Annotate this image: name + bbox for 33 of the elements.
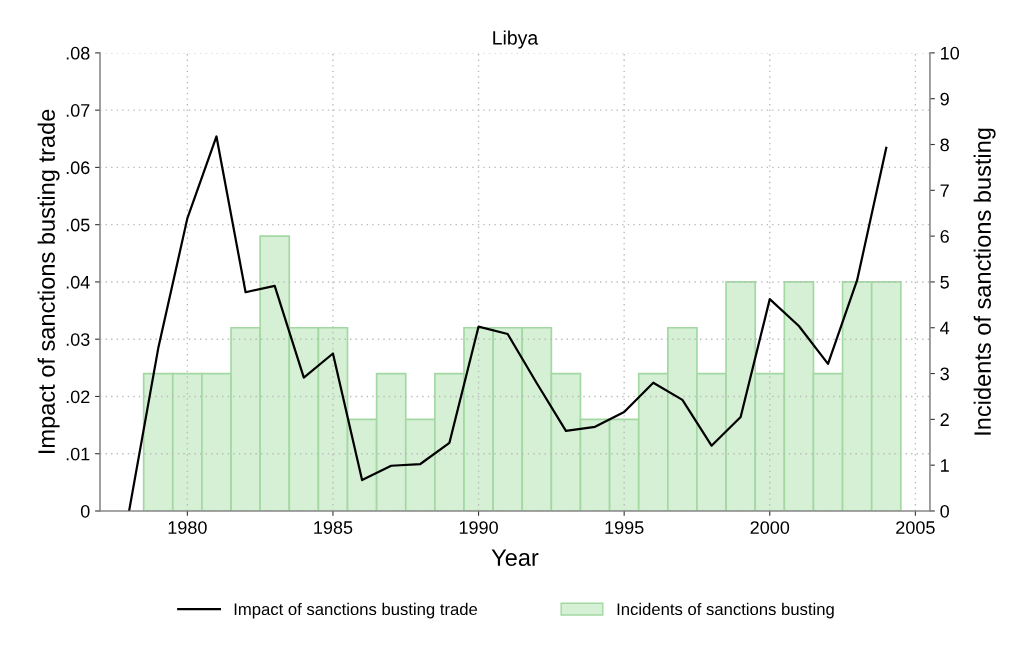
line-series (127, 135, 888, 511)
legend-label: Incidents of sanctions busting (617, 602, 834, 619)
x-tick-label: 1980 (168, 521, 207, 534)
y2-tick-label: 10 (941, 46, 960, 60)
y2-tick-label: 7 (940, 184, 949, 197)
x-tick-label: 1995 (605, 521, 644, 534)
x-tick-label: 1985 (314, 521, 353, 534)
y2-tick-label: 8 (940, 138, 949, 152)
x-tick-label: 2005 (896, 521, 935, 534)
y-tick-label: .05 (66, 218, 90, 232)
y2-tick-label: 2 (940, 413, 949, 426)
legend-label: Impact of sanctions busting trade (234, 602, 478, 619)
y-tick-label: .03 (66, 333, 90, 346)
y-tick-label: .04 (66, 275, 90, 289)
y2-axis-title: Incidents of sanctions busting (973, 128, 996, 435)
y-tick-label: .02 (66, 390, 90, 404)
y-axis-title: Impact of sanctions busting trade (37, 109, 60, 453)
y2-tick-label: 6 (940, 230, 949, 243)
chart-title: Libya (493, 30, 539, 49)
y-tick-label: .07 (66, 104, 90, 117)
y-tick-label: .08 (66, 46, 90, 60)
y2-tick-label: 9 (940, 92, 949, 106)
y-tick-label: 0 (80, 504, 90, 518)
x-tick-label: 2000 (750, 521, 790, 534)
y2-tick-label: 4 (940, 321, 950, 335)
x-axis-title: Year (491, 549, 539, 566)
y-tick-label: .01 (66, 447, 90, 461)
y2-tick-label: 5 (940, 276, 949, 289)
y2-tick-label: 3 (940, 367, 949, 381)
x-tick-label: 1990 (459, 521, 498, 534)
y2-tick-label: 0 (940, 504, 949, 518)
y-tick-label: .06 (66, 161, 90, 175)
y2-tick-label: 1 (941, 459, 949, 472)
